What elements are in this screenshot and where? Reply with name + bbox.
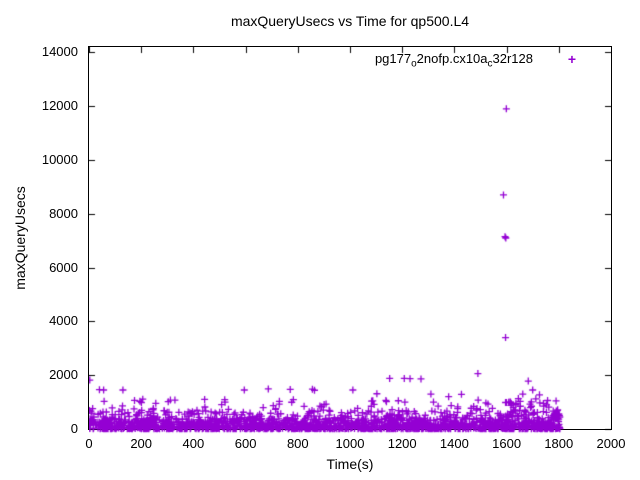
x-tick-label: 400 <box>182 436 205 451</box>
x-axis-label: Time(s) <box>326 456 374 472</box>
plot-area: pg177o2nofp.cx10ac32r128 + <box>88 46 612 437</box>
legend-plus-marker: + <box>567 51 577 67</box>
x-tick-label: 200 <box>130 436 153 451</box>
x-tick-label: 1200 <box>387 436 417 451</box>
legend-series-label: pg177o2nofp.cx10ac32r128 <box>374 51 533 70</box>
y-tick-label: 6000 <box>49 259 78 275</box>
x-tick-label: 1600 <box>492 436 522 451</box>
y-tick-label: 8000 <box>49 205 78 221</box>
chart-title: maxQueryUsecs vs Time for qp500.L4 <box>230 13 470 29</box>
y-axis-label: maxQueryUsecs <box>12 186 28 290</box>
y-tick-label: 2000 <box>49 367 78 383</box>
y-tick-label: 0 <box>70 421 78 436</box>
y-tick-label: 10000 <box>41 151 78 167</box>
x-tick-label: 800 <box>286 436 309 451</box>
x-tick-label: 2000 <box>596 436 626 451</box>
y-tick-label: 4000 <box>49 313 78 329</box>
y-tick-label: 14000 <box>41 44 78 60</box>
x-tick-label: 1000 <box>335 436 365 451</box>
x-tick-label: 600 <box>234 436 257 451</box>
x-tick-label: 0 <box>85 436 93 451</box>
x-tick-label: 1400 <box>439 436 469 451</box>
x-tick-label: 1800 <box>544 436 574 451</box>
scatter-points-canvas <box>89 47 611 437</box>
y-tick-label: 12000 <box>41 98 78 114</box>
